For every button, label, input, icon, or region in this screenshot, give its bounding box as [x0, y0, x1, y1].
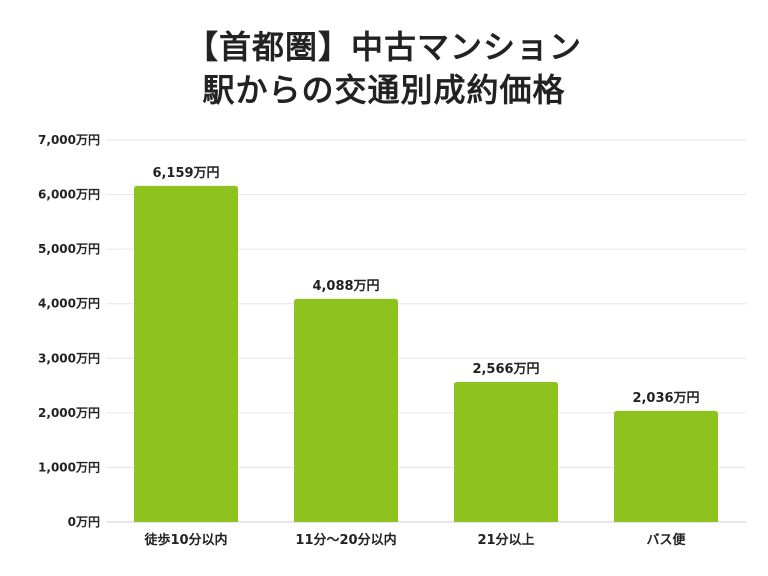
y-tick-label: 6,000万円	[38, 188, 100, 202]
data-label: 2,036万円	[632, 391, 699, 406]
y-tick-label: 3,000万円	[38, 351, 100, 365]
bar	[454, 381, 558, 522]
bar	[294, 298, 398, 522]
chart-title: 【首都圏】中古マンション 駅からの交通別成約価格	[0, 26, 768, 112]
data-label: 6,159万円	[152, 166, 219, 181]
chart-title-line-1: 【首都圏】中古マンション	[185, 28, 582, 66]
data-label: 4,088万円	[312, 279, 379, 294]
y-tick-label: 4,000万円	[38, 297, 100, 311]
y-tick-label: 7,000万円	[38, 133, 100, 147]
y-tick-label: 2,000万円	[38, 406, 100, 420]
x-category-label: バス便	[646, 532, 686, 548]
chart-title-line-2: 駅からの交通別成約価格	[202, 71, 566, 109]
y-tick-label: 1,000万円	[38, 460, 100, 474]
y-tick-label: 5,000万円	[38, 242, 100, 256]
x-category-label: 21分以上	[477, 532, 534, 548]
x-category-label: 11分～20分以内	[295, 532, 396, 548]
bar	[614, 410, 718, 522]
bar	[134, 185, 238, 522]
data-label: 2,566万円	[472, 362, 539, 377]
y-tick-label: 0万円	[68, 515, 100, 529]
x-category-label: 徒歩10分以内	[143, 532, 227, 548]
